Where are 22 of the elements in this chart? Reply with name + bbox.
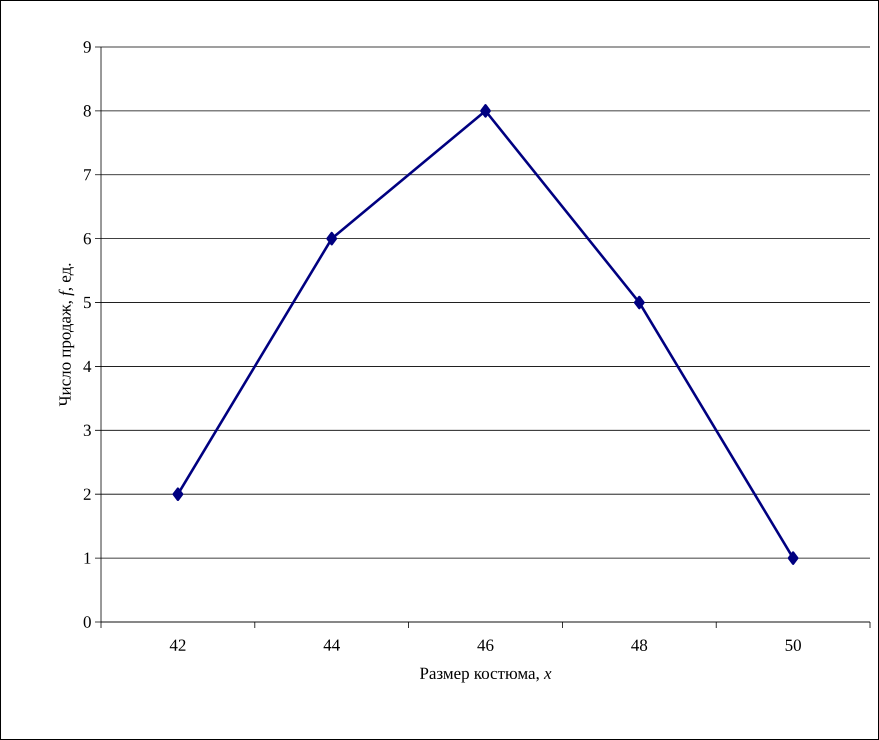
y-tick-label: 8 <box>84 105 91 117</box>
point <box>480 104 491 118</box>
x-tick-label: 44 <box>324 640 340 651</box>
y-tick-label: 9 <box>84 41 91 53</box>
point <box>326 232 338 246</box>
x-tick-label: 48 <box>631 640 648 651</box>
y-tick-label: 6 <box>84 232 91 244</box>
y-tick-label: 7 <box>84 169 92 180</box>
x-tick-label: 42 <box>170 640 186 651</box>
y-tick-label: 4 <box>83 360 92 372</box>
y-tick-label: 0 <box>84 616 91 628</box>
point <box>788 551 799 565</box>
y-tick-label: 2 <box>84 488 91 500</box>
y-tick-label: 1 <box>84 552 90 564</box>
y-tick-label: 3 <box>84 424 91 436</box>
y-axis-title: Число продаж, f, ед. <box>58 264 74 406</box>
x-axis-title: Размер костюма, x <box>420 668 552 682</box>
x-tick-label: 46 <box>477 640 494 651</box>
x-tick-label: 50 <box>786 640 801 651</box>
point <box>634 296 645 310</box>
y-tick-label: 5 <box>84 296 91 308</box>
point <box>172 487 184 501</box>
